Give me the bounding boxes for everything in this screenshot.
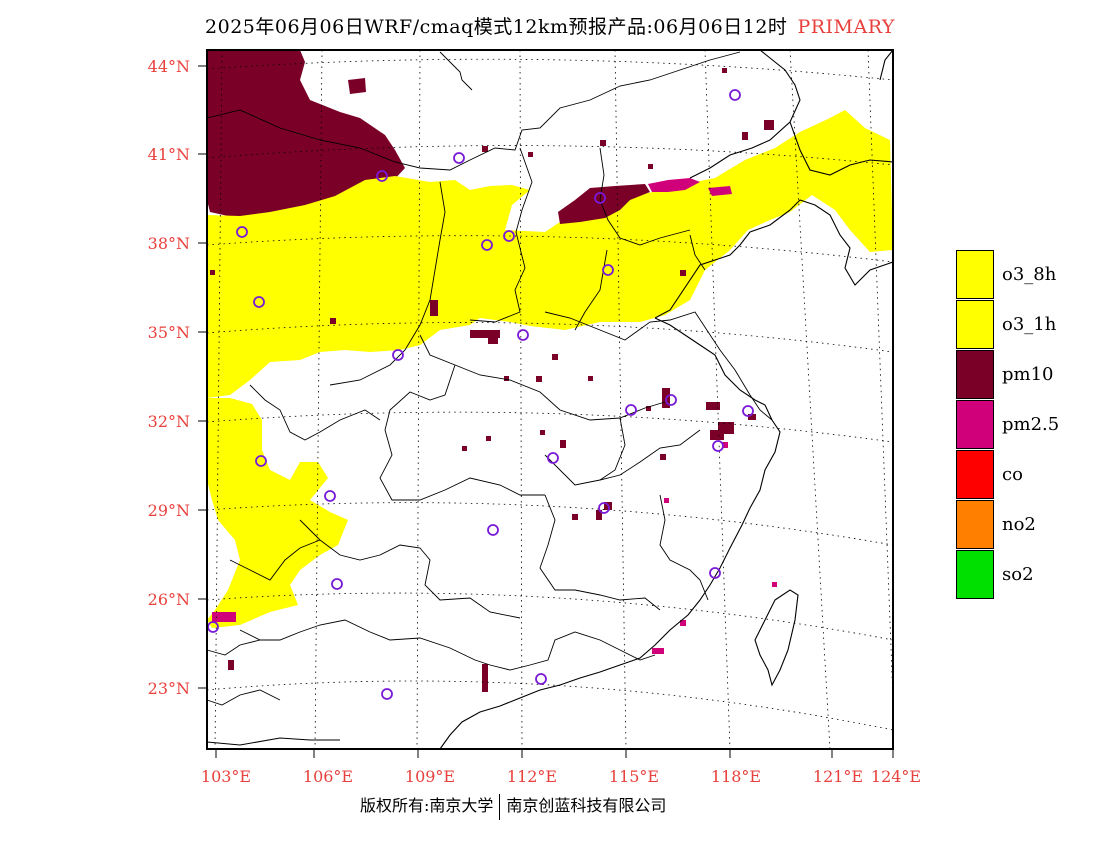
legend-item-o3-8h: o3_8h (956, 250, 1096, 300)
lat-label-38: 38°N (148, 234, 190, 253)
copyright-separator (499, 793, 501, 820)
o3-area-north-band (207, 110, 893, 398)
legend-item-co: co (956, 450, 1096, 500)
legend-label: no2 (1002, 514, 1036, 535)
lon-label-103: 103°E (201, 767, 251, 786)
legend-label: so2 (1002, 564, 1034, 585)
tick-marks (198, 65, 894, 758)
lon-label-106: 106°E (303, 767, 353, 786)
lon-label-112: 112°E (507, 767, 557, 786)
legend-swatch (956, 300, 994, 349)
legend-swatch (956, 400, 994, 449)
copyright-right: 南京创蓝科技有限公司 (506, 796, 667, 815)
legend: o3_8h o3_1h pm10 pm2.5 co no2 so2 (956, 250, 1096, 600)
map-title: 2025年06月06日WRF/cmaq模式12km预报产品:06月06日12时 P… (0, 12, 1100, 39)
lat-label-23: 23°N (148, 679, 190, 698)
pm10-patch-north (212, 68, 366, 94)
legend-swatch (956, 450, 994, 499)
copyright: 版权所有:南京大学 南京创蓝科技有限公司 (360, 792, 666, 820)
legend-label: pm10 (1002, 364, 1054, 385)
pm10-scatter (210, 68, 774, 692)
pollutant-areas (207, 50, 893, 692)
legend-label: pm2.5 (1002, 414, 1060, 435)
lat-label-41: 41°N (148, 145, 190, 164)
pm25-area-beijing (648, 178, 732, 196)
coastline (206, 49, 894, 750)
legend-item-pm25: pm2.5 (956, 400, 1096, 450)
longitude-labels: 103°E 106°E 109°E 112°E 115°E 118°E 121°… (201, 767, 921, 786)
copyright-left: 版权所有:南京大学 (360, 796, 494, 815)
pm10-area-beijing (558, 184, 650, 224)
lon-label-121: 121°E (813, 767, 863, 786)
lat-label-26: 26°N (148, 590, 190, 609)
map-frame (206, 49, 894, 750)
legend-item-pm10: pm10 (956, 350, 1096, 400)
lon-label-124: 124°E (871, 767, 921, 786)
pm10-area-north (207, 50, 405, 218)
legend-swatch (956, 250, 994, 299)
lat-label-32: 32°N (148, 412, 190, 431)
lat-label-35: 35°N (148, 323, 190, 342)
station-markers (207, 89, 754, 700)
o3-area-southwest (207, 398, 348, 628)
lon-label-115: 115°E (609, 767, 659, 786)
legend-swatch (956, 350, 994, 399)
legend-item-so2: so2 (956, 550, 1096, 600)
latitude-labels: 44°N 41°N 38°N 35°N 32°N 29°N 26°N 23°N (148, 57, 190, 698)
lat-label-29: 29°N (148, 501, 190, 520)
legend-label: o3_8h (1002, 264, 1057, 285)
province-boundaries (206, 51, 773, 706)
legend-item-no2: no2 (956, 500, 1096, 550)
legend-swatch (956, 550, 994, 599)
legend-label: o3_1h (1002, 314, 1057, 335)
legend-label: co (1002, 464, 1023, 485)
graticule (206, 49, 894, 750)
lon-label-118: 118°E (711, 767, 761, 786)
legend-item-o3-1h: o3_1h (956, 300, 1096, 350)
title-text: 2025年06月06日WRF/cmaq模式12km预报产品:06月06日12时 (205, 16, 788, 38)
lat-label-44: 44°N (148, 57, 190, 76)
primary-tag: PRIMARY (797, 16, 895, 38)
lon-label-109: 109°E (405, 767, 455, 786)
legend-swatch (956, 500, 994, 549)
pm25-scatter (212, 442, 777, 654)
